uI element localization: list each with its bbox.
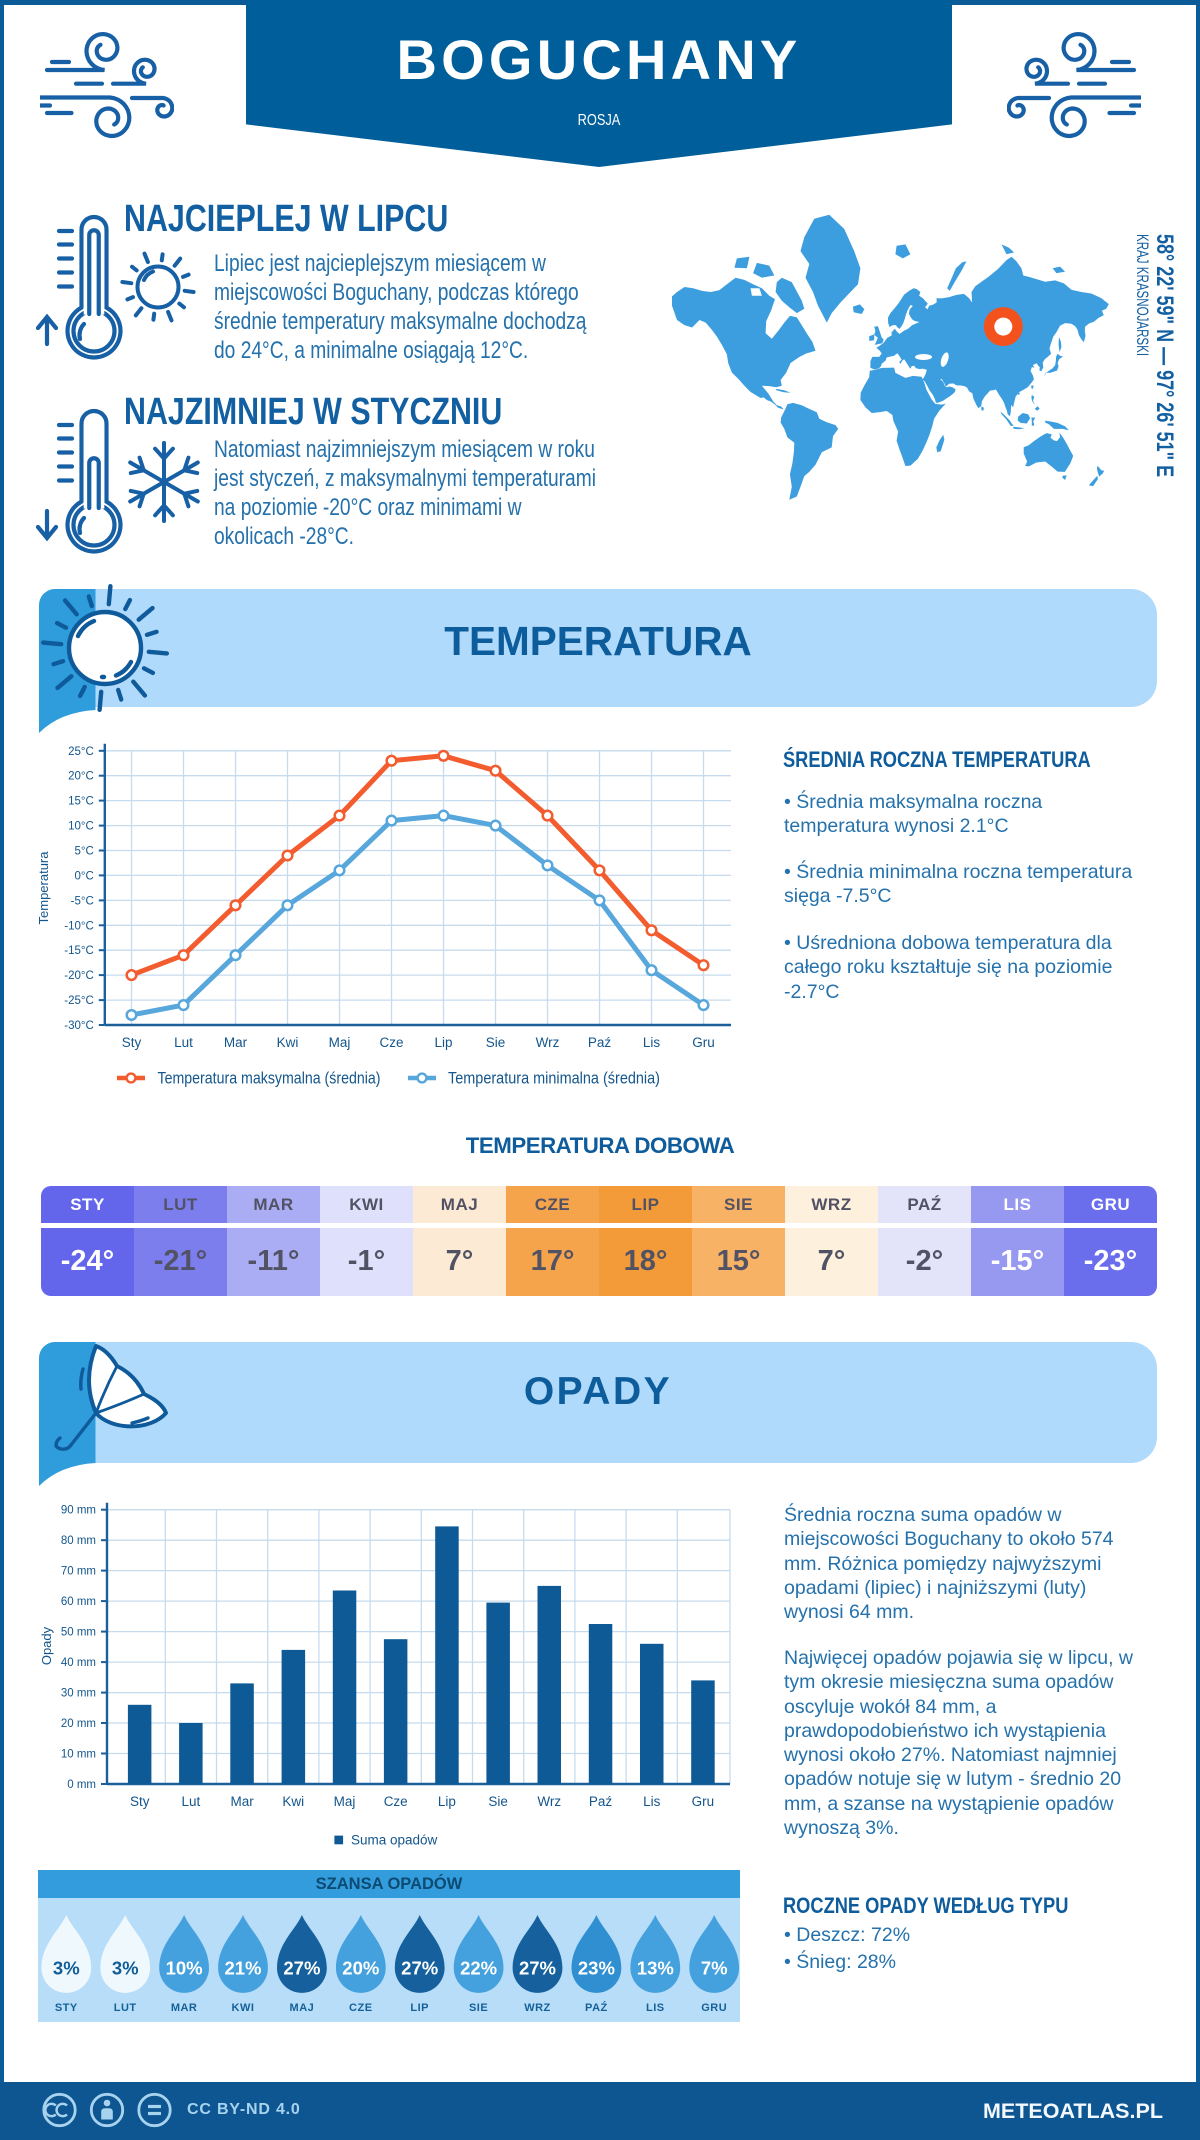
- svg-text:25°C: 25°C: [68, 746, 94, 758]
- svg-text:Wrz: Wrz: [536, 1035, 560, 1050]
- svg-text:Gru: Gru: [692, 1794, 715, 1809]
- svg-text:Sty: Sty: [130, 1794, 150, 1809]
- svg-text:CZE: CZE: [349, 2002, 373, 2014]
- svg-text:Kwi: Kwi: [282, 1794, 304, 1809]
- svg-text:Temperatura maksymalna (średni: Temperatura maksymalna (średnia): [158, 1070, 381, 1088]
- svg-text:27%: 27%: [401, 1958, 438, 1979]
- svg-text:Opady: Opady: [39, 1626, 54, 1665]
- svg-text:Mar: Mar: [224, 1035, 248, 1050]
- svg-text:Cze: Cze: [379, 1035, 403, 1050]
- svg-text:30 mm: 30 mm: [61, 1688, 96, 1700]
- svg-text:20%: 20%: [342, 1958, 379, 1979]
- svg-text:40 mm: 40 mm: [61, 1657, 96, 1669]
- svg-text:Gru: Gru: [692, 1035, 715, 1050]
- svg-text:5°C: 5°C: [74, 846, 93, 858]
- svg-text:10°C: 10°C: [68, 821, 94, 833]
- svg-text:0°C: 0°C: [74, 870, 93, 882]
- svg-text:-5°C: -5°C: [71, 895, 94, 907]
- svg-text:Lis: Lis: [643, 1035, 661, 1050]
- svg-text:SIE: SIE: [469, 2002, 488, 2014]
- svg-text:MAR: MAR: [171, 2002, 198, 2014]
- svg-text:Kwi: Kwi: [277, 1035, 299, 1050]
- svg-text:Cze: Cze: [384, 1794, 408, 1809]
- svg-text:KWI: KWI: [232, 2002, 255, 2014]
- svg-text:STY: STY: [55, 2002, 78, 2014]
- svg-text:-20°C: -20°C: [64, 970, 94, 982]
- svg-text:Lut: Lut: [174, 1035, 193, 1050]
- svg-text:60 mm: 60 mm: [61, 1596, 96, 1608]
- svg-text:13%: 13%: [637, 1958, 674, 1979]
- svg-text:Lip: Lip: [438, 1794, 456, 1809]
- svg-text:Lip: Lip: [434, 1035, 452, 1050]
- svg-text:20 mm: 20 mm: [61, 1718, 96, 1730]
- svg-text:3%: 3%: [53, 1958, 80, 1979]
- svg-text:7%: 7%: [701, 1958, 728, 1979]
- svg-text:-15°C: -15°C: [64, 945, 94, 957]
- svg-text:Temperatura: Temperatura: [36, 851, 51, 925]
- svg-text:80 mm: 80 mm: [61, 1535, 96, 1547]
- svg-text:10%: 10%: [166, 1958, 203, 1979]
- svg-text:70 mm: 70 mm: [61, 1566, 96, 1578]
- svg-text:Sie: Sie: [488, 1794, 508, 1809]
- svg-text:LUT: LUT: [114, 2002, 137, 2014]
- svg-text:15°C: 15°C: [68, 796, 94, 808]
- svg-text:90 mm: 90 mm: [61, 1505, 96, 1517]
- svg-text:27%: 27%: [283, 1958, 320, 1979]
- svg-text:WRZ: WRZ: [524, 2002, 551, 2014]
- svg-text:Maj: Maj: [334, 1794, 356, 1809]
- svg-text:Paź: Paź: [589, 1794, 613, 1809]
- svg-text:20°C: 20°C: [68, 771, 94, 783]
- svg-text:MAJ: MAJ: [290, 2002, 315, 2014]
- svg-text:LIP: LIP: [410, 2002, 429, 2014]
- svg-text:0 mm: 0 mm: [67, 1779, 96, 1791]
- svg-text:LIS: LIS: [646, 2002, 665, 2014]
- svg-text:Maj: Maj: [329, 1035, 351, 1050]
- svg-text:3%: 3%: [112, 1958, 139, 1979]
- svg-text:10 mm: 10 mm: [61, 1749, 96, 1761]
- svg-text:50 mm: 50 mm: [61, 1627, 96, 1639]
- svg-text:21%: 21%: [224, 1958, 261, 1979]
- svg-text:Paź: Paź: [588, 1035, 612, 1050]
- svg-text:Suma opadów: Suma opadów: [351, 1833, 438, 1848]
- svg-text:Wrz: Wrz: [537, 1794, 561, 1809]
- svg-text:Sty: Sty: [122, 1035, 142, 1050]
- svg-text:Temperatura minimalna (średnia: Temperatura minimalna (średnia): [448, 1070, 660, 1088]
- svg-text:-25°C: -25°C: [64, 995, 94, 1007]
- svg-text:GRU: GRU: [701, 2002, 727, 2014]
- svg-text:22%: 22%: [460, 1958, 497, 1979]
- svg-text:23%: 23%: [578, 1958, 615, 1979]
- svg-text:Lis: Lis: [643, 1794, 661, 1809]
- svg-text:PAŹ: PAŹ: [585, 2001, 608, 2014]
- svg-text:Sie: Sie: [486, 1035, 506, 1050]
- svg-text:Lut: Lut: [182, 1794, 201, 1809]
- svg-text:-30°C: -30°C: [64, 1020, 94, 1032]
- svg-text:-10°C: -10°C: [64, 920, 94, 932]
- svg-text:Mar: Mar: [230, 1794, 254, 1809]
- svg-text:27%: 27%: [519, 1958, 556, 1979]
